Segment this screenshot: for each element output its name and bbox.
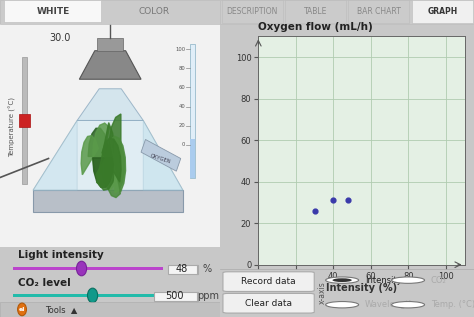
Circle shape — [332, 278, 352, 282]
Text: %: % — [202, 264, 212, 275]
Text: 60: 60 — [178, 85, 185, 90]
Circle shape — [392, 301, 425, 308]
Text: Record data: Record data — [241, 277, 296, 286]
Polygon shape — [88, 128, 108, 157]
FancyBboxPatch shape — [223, 294, 314, 313]
FancyBboxPatch shape — [222, 0, 283, 23]
Text: 40: 40 — [178, 104, 185, 109]
Text: x-axis: x-axis — [318, 281, 326, 304]
Text: ppm: ppm — [197, 291, 219, 301]
Bar — [220, 0, 474, 24]
X-axis label: Intensity (%): Intensity (%) — [326, 283, 397, 294]
Text: Oxygen flow (mL/h): Oxygen flow (mL/h) — [258, 22, 373, 31]
Text: 48: 48 — [176, 264, 188, 275]
Bar — [19, 114, 30, 127]
Bar — [0, 0, 220, 24]
Text: CO₂ level: CO₂ level — [18, 278, 70, 288]
Circle shape — [18, 303, 27, 316]
Text: Tools  ▲: Tools ▲ — [46, 305, 78, 314]
Polygon shape — [97, 123, 115, 187]
Point — [329, 198, 337, 203]
Polygon shape — [143, 120, 183, 190]
Circle shape — [326, 301, 359, 308]
Circle shape — [392, 277, 425, 283]
Polygon shape — [105, 143, 120, 197]
Point — [345, 198, 352, 203]
Polygon shape — [101, 151, 118, 189]
Text: BAR CHART: BAR CHART — [357, 7, 401, 16]
Point — [311, 208, 319, 213]
Text: TABLE: TABLE — [304, 7, 327, 16]
Polygon shape — [81, 136, 98, 175]
FancyBboxPatch shape — [412, 0, 473, 23]
Bar — [13, 267, 163, 270]
Text: Clear data: Clear data — [245, 299, 292, 308]
Polygon shape — [93, 158, 114, 187]
Text: 500: 500 — [165, 291, 183, 301]
Polygon shape — [33, 120, 183, 190]
FancyBboxPatch shape — [167, 265, 199, 274]
Bar — [0, 24, 220, 247]
Circle shape — [326, 277, 359, 283]
Polygon shape — [93, 123, 109, 183]
Text: 100: 100 — [175, 47, 185, 52]
Polygon shape — [115, 138, 124, 193]
Text: Light intensity: Light intensity — [18, 250, 103, 260]
FancyBboxPatch shape — [4, 0, 101, 22]
Polygon shape — [77, 89, 143, 120]
Text: Wavelength: Wavelength — [365, 300, 415, 309]
Text: 0: 0 — [182, 142, 185, 147]
Polygon shape — [102, 138, 121, 182]
Text: OXYGEN: OXYGEN — [150, 153, 172, 164]
Text: Temp. (°C): Temp. (°C) — [431, 300, 474, 309]
Polygon shape — [33, 120, 77, 190]
Bar — [22, 57, 27, 184]
Bar — [190, 139, 195, 178]
Text: 80: 80 — [178, 66, 185, 71]
Polygon shape — [96, 143, 117, 190]
Bar — [0, 302, 220, 317]
FancyBboxPatch shape — [223, 272, 314, 291]
Bar — [13, 294, 163, 297]
Circle shape — [88, 288, 98, 303]
Text: Temperature (°C): Temperature (°C) — [9, 97, 16, 157]
Text: COLOR: COLOR — [139, 7, 170, 16]
Text: 30.0: 30.0 — [49, 33, 70, 43]
Text: WHITE: WHITE — [36, 7, 70, 16]
Circle shape — [76, 261, 87, 276]
Bar — [190, 44, 195, 178]
Text: Intensity: Intensity — [365, 276, 401, 285]
FancyBboxPatch shape — [155, 292, 198, 301]
Polygon shape — [110, 136, 126, 192]
FancyBboxPatch shape — [348, 0, 410, 23]
Text: CO₂: CO₂ — [431, 276, 447, 285]
Polygon shape — [79, 51, 141, 79]
Polygon shape — [141, 139, 181, 171]
Text: GRAPH: GRAPH — [427, 7, 457, 16]
FancyBboxPatch shape — [285, 0, 346, 23]
Polygon shape — [109, 114, 121, 184]
Text: 20: 20 — [178, 123, 185, 128]
Bar — [33, 190, 183, 212]
Text: el: el — [19, 307, 25, 312]
Bar — [97, 38, 123, 51]
Text: DESCRIPTION: DESCRIPTION — [227, 7, 278, 16]
